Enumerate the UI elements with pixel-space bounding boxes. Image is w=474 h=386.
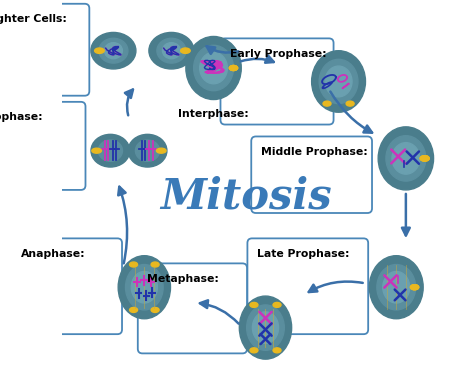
Ellipse shape [323,101,331,106]
Ellipse shape [420,156,429,161]
Ellipse shape [128,134,167,167]
Ellipse shape [410,285,419,290]
Ellipse shape [118,256,171,319]
Ellipse shape [156,148,166,153]
Ellipse shape [420,156,429,161]
Ellipse shape [392,142,419,174]
Ellipse shape [104,43,122,59]
Ellipse shape [386,135,426,181]
Ellipse shape [91,32,136,69]
FancyBboxPatch shape [11,239,122,334]
Ellipse shape [131,271,157,303]
FancyBboxPatch shape [138,263,247,353]
Ellipse shape [99,38,128,63]
FancyBboxPatch shape [247,239,368,334]
FancyBboxPatch shape [0,4,89,96]
Text: Metaphase:: Metaphase: [147,274,219,284]
Ellipse shape [151,307,159,312]
Text: Interphase:: Interphase: [178,109,249,119]
Ellipse shape [250,302,258,307]
Ellipse shape [181,48,190,53]
Ellipse shape [420,156,429,161]
Ellipse shape [250,348,258,353]
Ellipse shape [246,305,284,350]
Ellipse shape [126,264,163,310]
Ellipse shape [377,264,416,310]
Ellipse shape [253,312,279,344]
Ellipse shape [129,307,137,312]
Text: Middle Prophase:: Middle Prophase: [261,147,368,157]
Ellipse shape [229,66,237,71]
Text: Daughter Cells:: Daughter Cells: [0,14,67,24]
Ellipse shape [129,262,137,267]
Ellipse shape [346,101,354,106]
FancyBboxPatch shape [0,102,85,190]
Ellipse shape [369,256,423,319]
Ellipse shape [136,140,160,161]
Text: Late Prophase:: Late Prophase: [257,249,349,259]
Ellipse shape [410,285,419,290]
Ellipse shape [98,140,122,161]
Ellipse shape [92,148,101,153]
Ellipse shape [273,302,281,307]
Text: Early Prophase:: Early Prophase: [230,49,327,59]
Ellipse shape [157,38,186,63]
Ellipse shape [229,66,238,71]
Ellipse shape [95,48,104,53]
Ellipse shape [319,59,358,103]
Ellipse shape [193,45,234,91]
Ellipse shape [149,32,194,69]
Text: Anaphase:: Anaphase: [20,249,85,259]
Ellipse shape [383,271,410,303]
Ellipse shape [151,262,159,267]
Ellipse shape [163,43,181,59]
Text: Telophase:: Telophase: [0,112,44,122]
Ellipse shape [239,296,292,359]
Ellipse shape [378,127,434,190]
Ellipse shape [325,66,352,97]
FancyBboxPatch shape [220,38,334,125]
Ellipse shape [273,348,281,353]
Ellipse shape [229,66,237,71]
Ellipse shape [91,134,130,167]
Text: Mitosis: Mitosis [160,176,332,218]
Ellipse shape [410,285,419,290]
Ellipse shape [186,36,241,100]
Ellipse shape [200,52,228,84]
FancyBboxPatch shape [251,137,372,213]
Ellipse shape [311,51,365,112]
